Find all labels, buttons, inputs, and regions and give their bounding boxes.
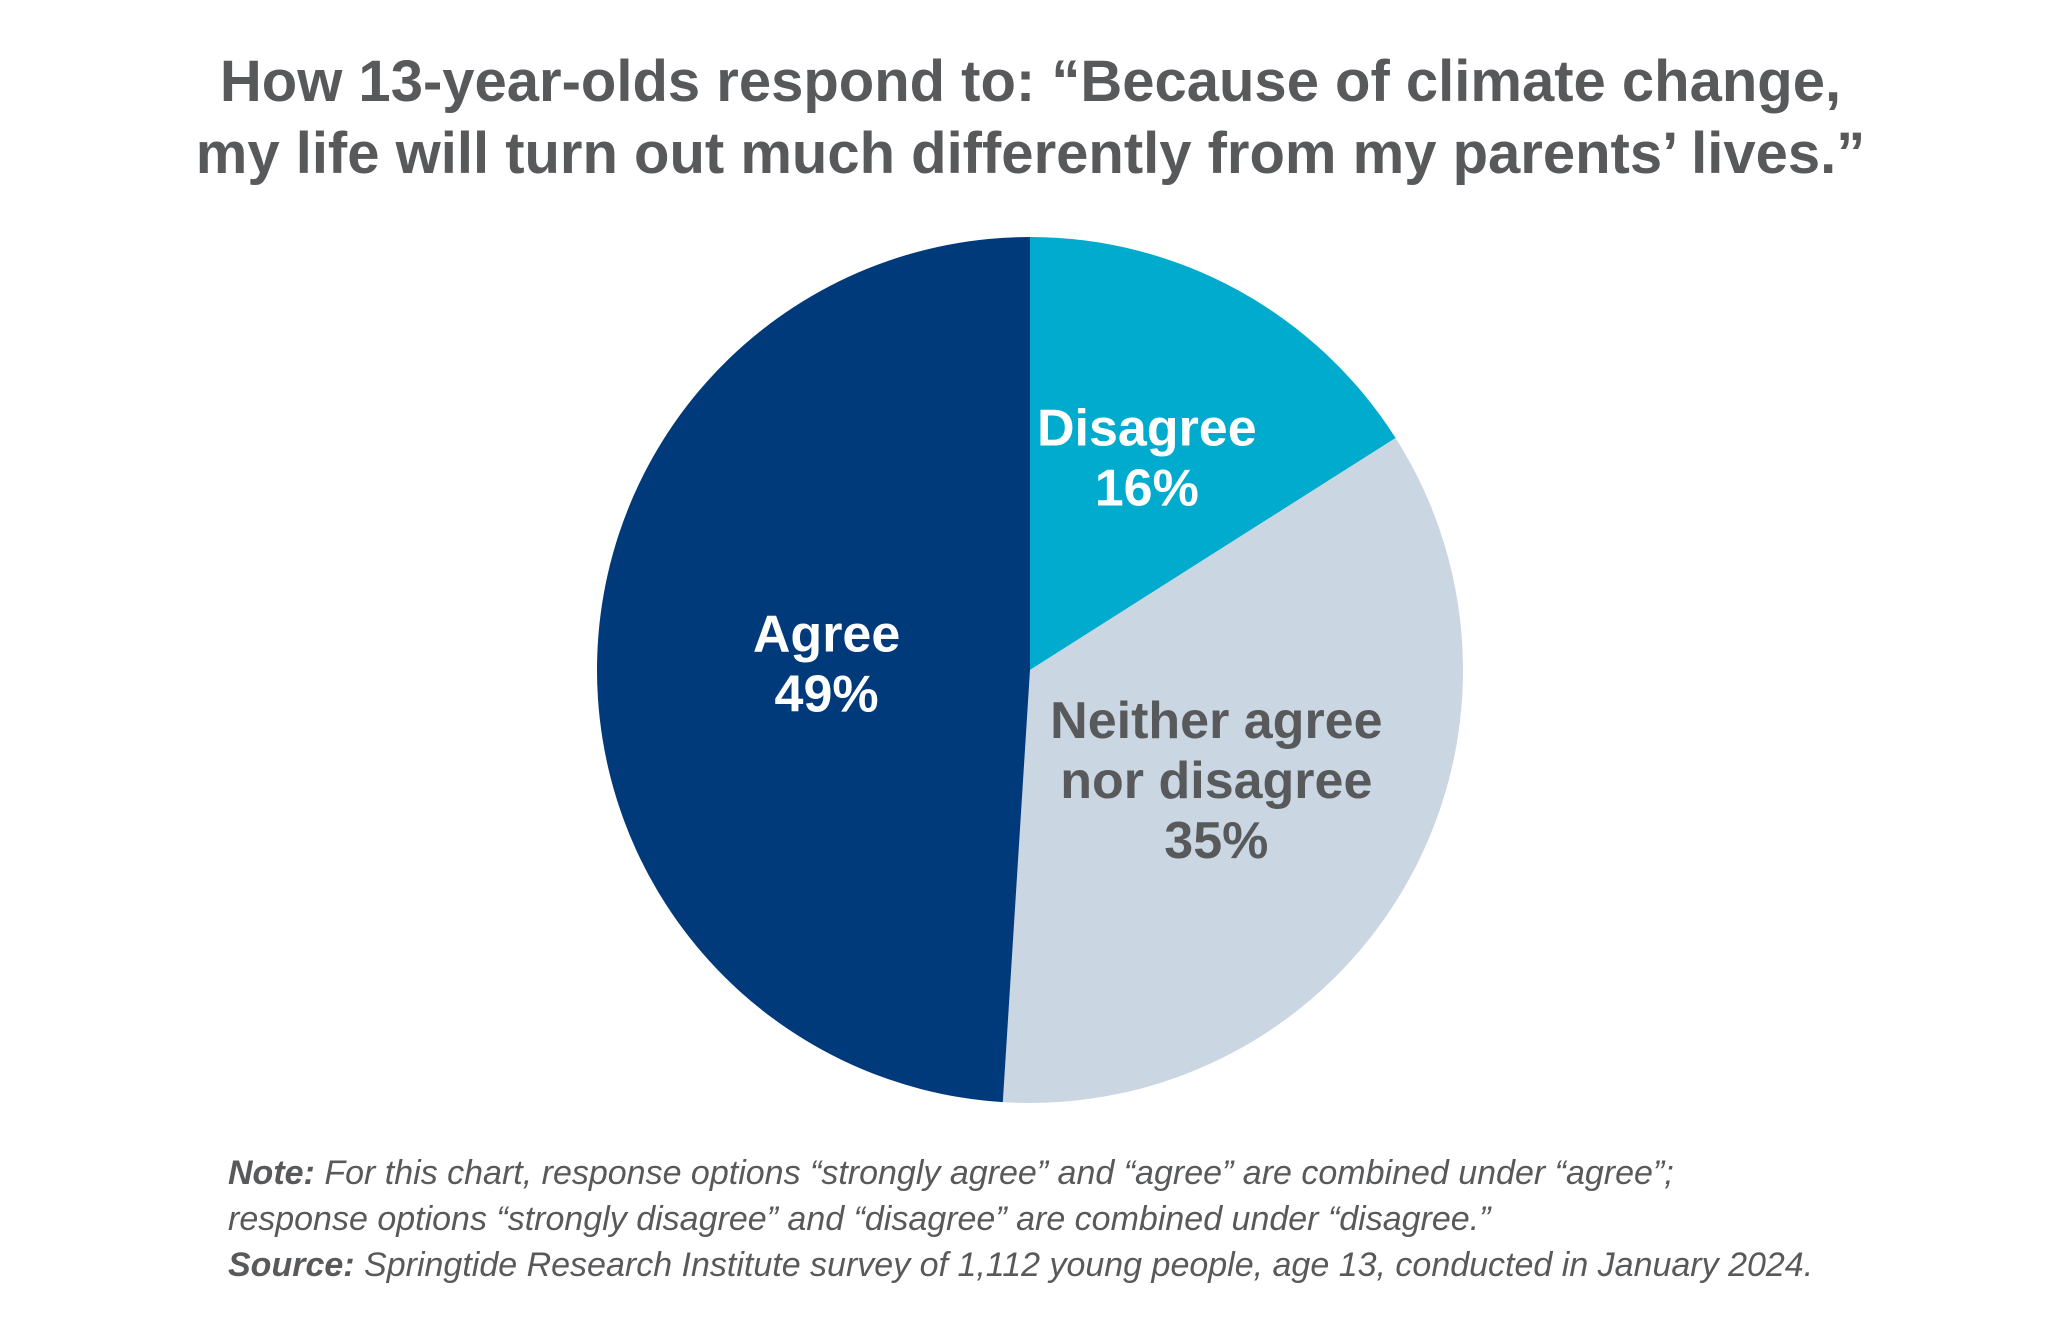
slice-value: 49% — [775, 666, 879, 724]
note-line-2: response options “strongly disagree” and… — [228, 1196, 2028, 1242]
chart-notes: Note: For this chart, response options “… — [228, 1150, 2028, 1288]
note-text-2: response options “strongly disagree” and… — [228, 1200, 1491, 1238]
chart-title-line-2: my life will turn out much differently f… — [195, 121, 1866, 186]
note-label: Note: — [228, 1154, 315, 1192]
chart-title-line-1: How 13-year-olds respond to: “Because of… — [219, 49, 1842, 114]
slice-name: nor disagree — [1060, 752, 1372, 810]
note-text-1: For this chart, response options “strong… — [314, 1154, 1674, 1192]
slice-label-disagree: Disagree 16% — [1037, 400, 1257, 518]
pie-slice-disagree — [1030, 237, 1396, 670]
chart-title: How 13-year-olds respond to: “Because of… — [0, 46, 2061, 190]
source-label: Source: — [228, 1246, 355, 1284]
slice-name: Disagree — [1037, 400, 1257, 458]
slice-label-agree: Agree 49% — [753, 606, 900, 724]
pie-slice-neither-agree-nor-disagree — [1002, 437, 1464, 1103]
slice-label-neither-agree-nor-disagree: Neither agree nor disagree 35% — [1050, 692, 1382, 870]
pie-slice-agree — [596, 237, 1030, 1103]
slice-value: 16% — [1095, 460, 1199, 518]
slice-name: Neither agree — [1050, 692, 1382, 750]
source-line: Source: Springtide Research Institute su… — [228, 1242, 2028, 1288]
note-line-1: Note: For this chart, response options “… — [228, 1150, 2028, 1196]
slice-value: 35% — [1164, 812, 1268, 870]
source-text: Springtide Research Institute survey of … — [354, 1246, 1814, 1284]
slice-name: Agree — [753, 606, 900, 664]
